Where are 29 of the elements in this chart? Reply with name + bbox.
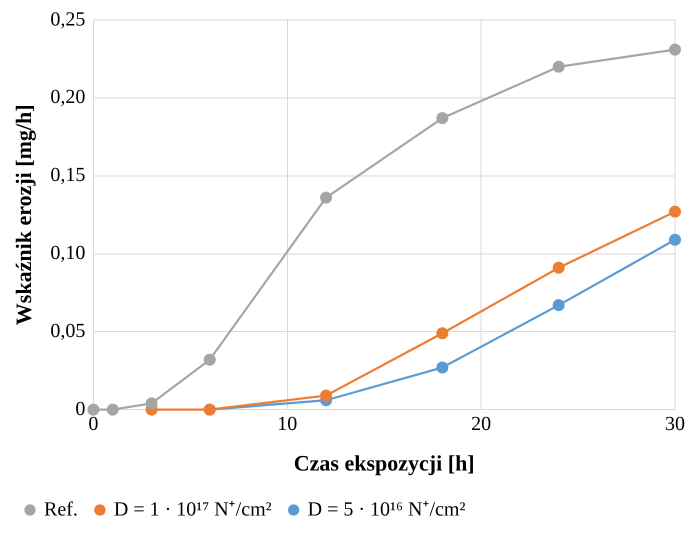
y-tick-label: 0,15 <box>50 164 86 186</box>
point <box>87 404 100 416</box>
x-tick-label: 10 <box>277 412 298 435</box>
legend-label: Ref. <box>44 498 78 520</box>
y-tick-label: 0,25 <box>50 8 86 30</box>
x-tick-label: 30 <box>665 412 685 435</box>
point <box>106 404 119 416</box>
point <box>204 354 216 366</box>
x-axis-title: Czas ekspozycji [h] <box>294 450 475 476</box>
point <box>669 234 681 246</box>
y-tick-label: 0,10 <box>50 242 86 264</box>
point <box>669 44 681 56</box>
point <box>146 397 158 410</box>
point <box>552 60 565 73</box>
legend-label: D = 1 · 10¹⁷ N⁺/cm² <box>114 498 272 520</box>
y-tick-label: 0,05 <box>50 320 86 342</box>
x-tick-label: 20 <box>471 412 492 435</box>
point <box>320 192 332 204</box>
point <box>669 206 681 218</box>
point <box>552 299 565 312</box>
y-tick-label: 0 <box>75 398 86 420</box>
point <box>436 362 448 374</box>
point <box>552 262 565 274</box>
point <box>320 390 332 402</box>
y-axis-title: Wskaźnik erozji [mg/h] <box>10 104 36 326</box>
point <box>436 112 448 124</box>
point <box>436 327 448 340</box>
legend-label: D = 5 · 10¹⁶ N⁺/cm² <box>308 498 466 520</box>
y-tick-label: 0,20 <box>50 86 86 108</box>
